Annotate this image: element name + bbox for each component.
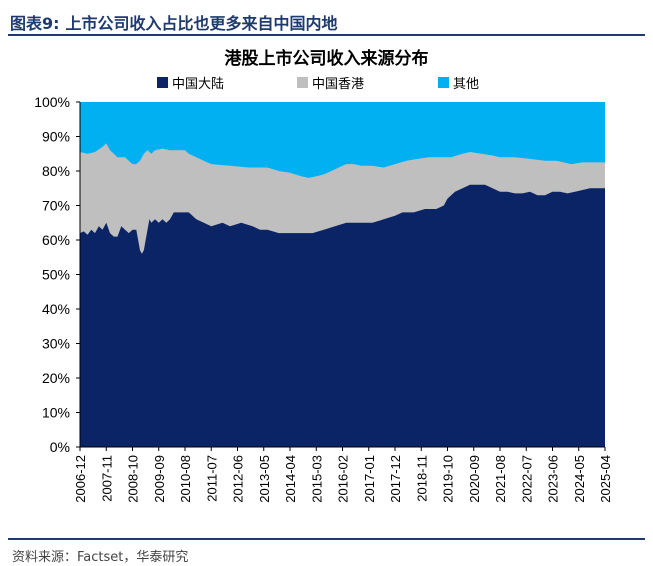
y-tick-label: 100% [34,94,70,110]
y-tick-label: 10% [42,405,70,421]
legend-label-mainland: 中国大陆 [172,77,225,92]
chart-title: 港股上市公司收入来源分布 [224,49,429,69]
x-tick-label: 2017-12 [388,455,403,503]
figure-title: 图表9: 上市公司收入占比也更多来自中国内地 [10,10,338,34]
legend-item-mainland: 中国大陆 [157,73,224,92]
y-tick-label: 40% [42,301,70,317]
y-tick-label: 90% [42,129,70,145]
y-tick-label: 20% [42,370,70,386]
x-tick-label: 2025-04 [598,455,613,503]
x-tick-label: 2007-11 [99,455,114,502]
x-tick-label: 2021-08 [493,455,508,503]
figure-title-text: 上市公司收入占比也更多来自中国内地 [65,14,338,33]
x-tick-label: 2011-07 [204,455,219,502]
x-tick-label: 2012-06 [231,455,246,503]
y-tick-label: 50% [42,267,70,283]
y-tick-label: 60% [42,232,70,248]
chart-legend: 中国大陆 中国香港 其他 [0,73,653,93]
x-tick-label: 2020-09 [467,455,482,503]
legend-swatch-hongkong [297,77,308,88]
figure-header: 图表9: 上市公司收入占比也更多来自中国内地 [8,6,645,36]
x-tick-label: 2022-07 [519,455,534,503]
figure-footer: 资料来源：Factset，华泰研究 [8,538,645,565]
legend-item-other: 其他 [438,73,479,92]
x-tick-label: 2015-03 [309,455,324,503]
x-tick-label: 2014-04 [283,455,298,503]
legend-item-hongkong: 中国香港 [297,73,364,92]
area-mainland [80,184,605,448]
x-tick-label: 2010-08 [178,455,193,503]
y-tick-label: 30% [42,336,70,352]
x-tick-label: 2009-09 [152,455,167,503]
x-tick-label: 2006-12 [73,455,88,503]
legend-label-hongkong: 中国香港 [312,77,365,92]
x-tick-label: 2023-06 [546,455,561,503]
x-tick-label: 2024-05 [572,455,587,503]
x-tick-label: 2017-01 [362,455,377,503]
x-tick-label: 2013-05 [257,455,272,503]
figure-number: 图表9: [10,14,60,33]
x-tick-label: 2008-10 [126,455,141,503]
x-tick-label: 2016-02 [336,455,351,503]
x-tick-label: 2018-11 [414,455,429,502]
source-note: 资料来源：Factset，华泰研究 [12,550,189,565]
y-tick-label: 70% [42,198,70,214]
y-tick-label: 80% [42,163,70,179]
x-tick-label: 2019-10 [441,455,456,503]
y-tick-label: 0% [50,439,70,455]
legend-swatch-mainland [157,77,168,88]
legend-label-other: 其他 [453,77,480,92]
legend-swatch-other [438,77,449,88]
